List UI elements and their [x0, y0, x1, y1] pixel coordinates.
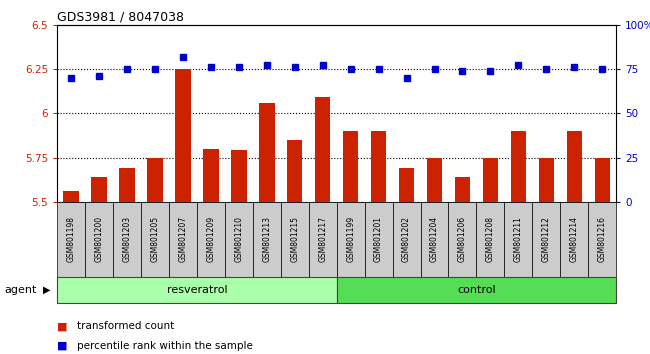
- Bar: [455, 177, 470, 202]
- Text: GSM801212: GSM801212: [542, 216, 551, 262]
- FancyBboxPatch shape: [393, 202, 421, 277]
- FancyBboxPatch shape: [225, 202, 253, 277]
- FancyBboxPatch shape: [197, 202, 225, 277]
- FancyBboxPatch shape: [85, 202, 113, 277]
- Bar: [203, 149, 218, 202]
- FancyBboxPatch shape: [588, 202, 616, 277]
- FancyBboxPatch shape: [57, 202, 85, 277]
- Text: ■: ■: [57, 341, 68, 351]
- Text: percentile rank within the sample: percentile rank within the sample: [77, 341, 253, 351]
- Bar: [64, 191, 79, 202]
- Bar: [539, 158, 554, 202]
- Bar: [120, 168, 135, 202]
- FancyBboxPatch shape: [281, 202, 309, 277]
- FancyBboxPatch shape: [504, 202, 532, 277]
- Text: GSM801211: GSM801211: [514, 216, 523, 262]
- FancyBboxPatch shape: [560, 202, 588, 277]
- FancyBboxPatch shape: [532, 202, 560, 277]
- FancyBboxPatch shape: [337, 277, 616, 303]
- FancyBboxPatch shape: [253, 202, 281, 277]
- FancyBboxPatch shape: [476, 202, 504, 277]
- Bar: [595, 158, 610, 202]
- Text: ▶: ▶: [43, 285, 51, 295]
- Text: GSM801215: GSM801215: [291, 216, 299, 262]
- Bar: [343, 131, 358, 202]
- Bar: [399, 168, 414, 202]
- Text: GDS3981 / 8047038: GDS3981 / 8047038: [57, 11, 184, 24]
- Text: GSM801203: GSM801203: [123, 216, 131, 262]
- Bar: [427, 158, 442, 202]
- Text: GSM801217: GSM801217: [318, 216, 327, 262]
- Text: GSM801214: GSM801214: [570, 216, 578, 262]
- Text: GSM801213: GSM801213: [263, 216, 271, 262]
- FancyBboxPatch shape: [448, 202, 476, 277]
- FancyBboxPatch shape: [57, 277, 337, 303]
- Text: GSM801200: GSM801200: [95, 216, 103, 262]
- Bar: [371, 131, 386, 202]
- Text: GSM801210: GSM801210: [235, 216, 243, 262]
- Bar: [92, 177, 107, 202]
- Text: GSM801199: GSM801199: [346, 216, 355, 262]
- Text: resveratrol: resveratrol: [166, 285, 228, 295]
- Text: transformed count: transformed count: [77, 321, 174, 331]
- Text: agent: agent: [4, 285, 36, 295]
- Bar: [259, 103, 274, 202]
- Text: ■: ■: [57, 321, 68, 331]
- FancyBboxPatch shape: [337, 202, 365, 277]
- Text: GSM801208: GSM801208: [486, 216, 495, 262]
- FancyBboxPatch shape: [169, 202, 197, 277]
- Bar: [483, 158, 498, 202]
- Text: GSM801209: GSM801209: [207, 216, 215, 262]
- FancyBboxPatch shape: [113, 202, 141, 277]
- Bar: [176, 69, 190, 202]
- FancyBboxPatch shape: [309, 202, 337, 277]
- Text: GSM801202: GSM801202: [402, 216, 411, 262]
- FancyBboxPatch shape: [365, 202, 393, 277]
- FancyBboxPatch shape: [141, 202, 169, 277]
- Bar: [148, 158, 162, 202]
- Text: GSM801201: GSM801201: [374, 216, 383, 262]
- Text: GSM801207: GSM801207: [179, 216, 187, 262]
- Text: GSM801206: GSM801206: [458, 216, 467, 262]
- Text: GSM801216: GSM801216: [598, 216, 606, 262]
- FancyBboxPatch shape: [421, 202, 448, 277]
- Bar: [231, 150, 246, 202]
- Bar: [287, 140, 302, 202]
- Bar: [315, 97, 330, 202]
- Bar: [567, 131, 582, 202]
- Text: GSM801204: GSM801204: [430, 216, 439, 262]
- Text: GSM801198: GSM801198: [67, 216, 75, 262]
- Text: control: control: [457, 285, 496, 295]
- Text: GSM801205: GSM801205: [151, 216, 159, 262]
- Bar: [511, 131, 526, 202]
